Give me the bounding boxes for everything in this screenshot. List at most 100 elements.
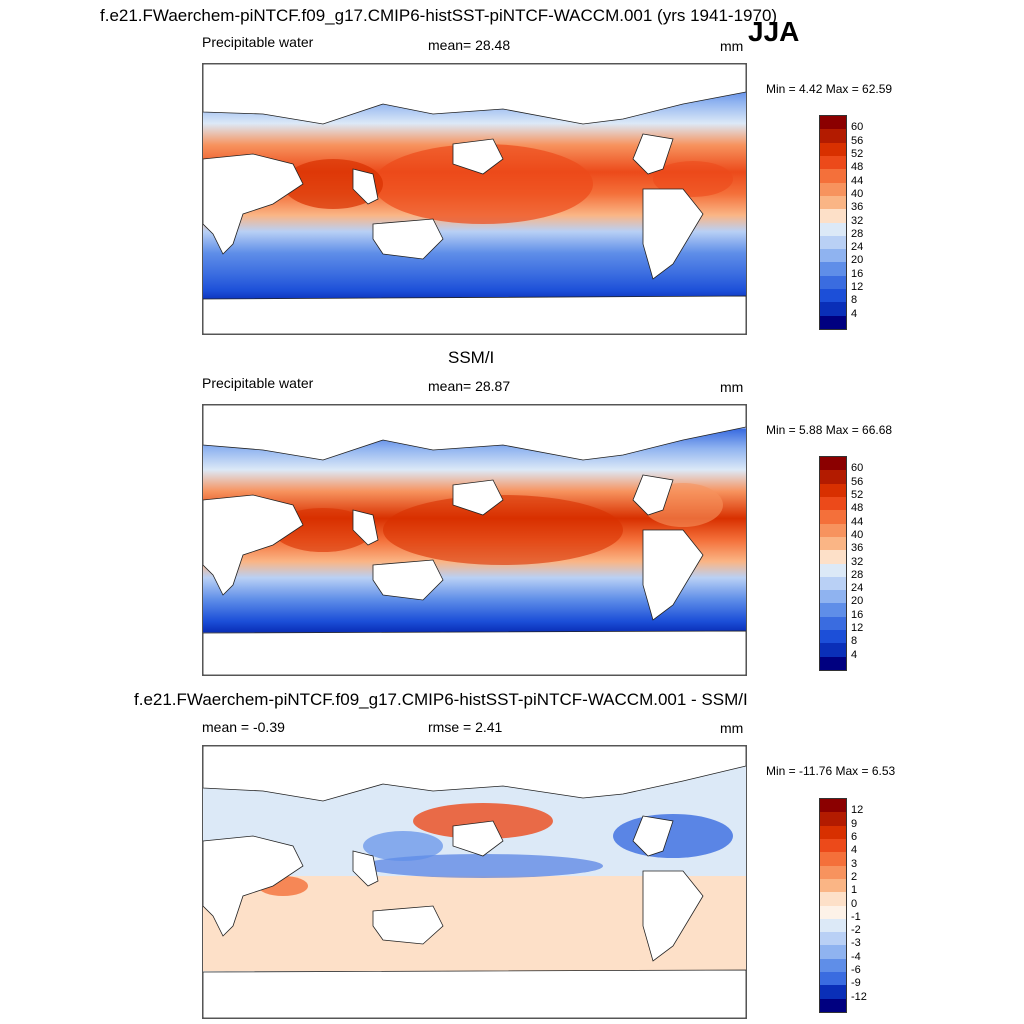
colorbar-tick-label: -6	[851, 964, 861, 977]
colorbar-segment	[820, 945, 846, 959]
panel3-minmax-label: Min = -11.76 Max = 6.53	[766, 764, 896, 778]
colorbar-tick-label: -4	[851, 950, 861, 963]
colorbar-segment	[820, 315, 846, 329]
panel3-map	[202, 745, 747, 1019]
panel1-mean-label: mean= 28.48	[428, 37, 511, 53]
colorbar-tick-label: 56	[851, 134, 864, 147]
colorbar-segment	[820, 536, 846, 551]
panel1-map-field	[203, 64, 746, 334]
colorbar-tick-label: 60	[851, 121, 864, 134]
colorbar-tick-label: -9	[851, 977, 861, 990]
colorbar-segment	[820, 985, 846, 999]
colorbar-segment	[820, 169, 846, 183]
colorbar-segment	[820, 799, 846, 813]
panel1-map	[202, 63, 747, 335]
colorbar-segment	[820, 302, 846, 316]
colorbar-segment	[820, 195, 846, 210]
colorbar-tick-label: 8	[851, 635, 858, 648]
colorbar-segment	[820, 496, 846, 511]
colorbar-segment	[820, 852, 846, 866]
colorbar-segment	[820, 838, 846, 853]
colorbar-tick-label: 20	[851, 254, 864, 267]
colorbar-tick-label: 24	[851, 582, 864, 595]
panel2-title: SSM/I	[448, 348, 495, 367]
colorbar-segment	[820, 182, 846, 196]
colorbar-tick-label: 36	[851, 201, 864, 214]
panel2-variable-label: Precipitable water	[202, 375, 314, 391]
panel2-mean-label: mean= 28.87	[428, 378, 511, 394]
colorbar-tick-label: 48	[851, 161, 864, 174]
colorbar-segment	[820, 590, 846, 604]
colorbar-segment	[820, 892, 846, 906]
colorbar-tick-label: -2	[851, 924, 861, 937]
colorbar-tick-label: 32	[851, 214, 864, 227]
colorbar-tick-label: 44	[851, 174, 864, 187]
panel3-colorbar	[819, 798, 847, 1013]
colorbar-segment	[820, 865, 846, 879]
colorbar-segment	[820, 523, 846, 537]
panel1-colorbar	[819, 115, 847, 330]
colorbar-segment	[820, 457, 846, 471]
colorbar-tick-label: 52	[851, 147, 864, 160]
colorbar-segment	[820, 142, 846, 156]
colorbar-segment	[820, 878, 846, 893]
colorbar-tick-label: -12	[851, 990, 867, 1003]
colorbar-segment	[820, 972, 846, 986]
colorbar-segment	[820, 918, 846, 933]
colorbar-segment	[820, 129, 846, 143]
colorbar-tick-label: 9	[851, 817, 858, 830]
colorbar-tick-label: 4	[851, 844, 858, 857]
colorbar-segment	[820, 643, 846, 657]
panel2-units-label: mm	[720, 379, 744, 395]
colorbar-tick-label: 3	[851, 857, 858, 870]
colorbar-segment	[820, 289, 846, 303]
figure-title: f.e21.FWaerchem-piNTCF.f09_g17.CMIP6-his…	[100, 6, 778, 25]
colorbar-segment	[820, 630, 846, 644]
panel2-map	[202, 404, 747, 676]
colorbar-tick-label: 8	[851, 294, 858, 307]
colorbar-segment	[820, 812, 846, 826]
panel3-units-label: mm	[720, 720, 744, 736]
panel1-units-label: mm	[720, 38, 744, 54]
colorbar-segment	[820, 563, 846, 577]
panel2-colorbar	[819, 456, 847, 671]
colorbar-tick-label: 2	[851, 870, 858, 883]
colorbar-segment	[820, 116, 846, 130]
colorbar-tick-label: 16	[851, 608, 864, 621]
colorbar-segment	[820, 932, 846, 946]
colorbar-tick-label: 28	[851, 568, 864, 581]
colorbar-tick-label: 12	[851, 804, 864, 817]
colorbar-segment	[820, 616, 846, 631]
season-label: JJA	[748, 16, 800, 47]
colorbar-segment	[820, 576, 846, 591]
colorbar-segment	[820, 483, 846, 497]
colorbar-segment	[820, 470, 846, 484]
colorbar-tick-label: 12	[851, 281, 864, 294]
colorbar-tick-label: 44	[851, 515, 864, 528]
colorbar-segment	[820, 656, 846, 670]
panel1-variable-label: Precipitable water	[202, 34, 314, 50]
colorbar-segment	[820, 550, 846, 564]
colorbar-tick-label: 4	[851, 648, 858, 661]
colorbar-tick-label: 48	[851, 502, 864, 515]
colorbar-segment	[820, 262, 846, 276]
panel3-rmse-label: rmse = 2.41	[428, 719, 503, 735]
colorbar-tick-label: 60	[851, 462, 864, 475]
colorbar-tick-label: 52	[851, 488, 864, 501]
colorbar-tick-label: 40	[851, 187, 864, 200]
colorbar-tick-label: 20	[851, 595, 864, 608]
panel2-map-field	[203, 405, 746, 675]
colorbar-tick-label: 16	[851, 267, 864, 280]
colorbar-tick-label: 6	[851, 830, 858, 843]
panel3-title: f.e21.FWaerchem-piNTCF.f09_g17.CMIP6-his…	[134, 690, 748, 709]
colorbar-segment	[820, 510, 846, 524]
panel3-mean-label: mean = -0.39	[202, 719, 285, 735]
panel3-map-field	[203, 746, 746, 1018]
colorbar-tick-label: 36	[851, 542, 864, 555]
colorbar-segment	[820, 825, 846, 839]
panel1-minmax-label: Min = 4.42 Max = 62.59	[766, 82, 893, 96]
colorbar-tick-label: 0	[851, 897, 858, 910]
colorbar-segment	[820, 275, 846, 290]
colorbar-tick-label: 40	[851, 528, 864, 541]
colorbar-tick-label: 4	[851, 307, 858, 320]
